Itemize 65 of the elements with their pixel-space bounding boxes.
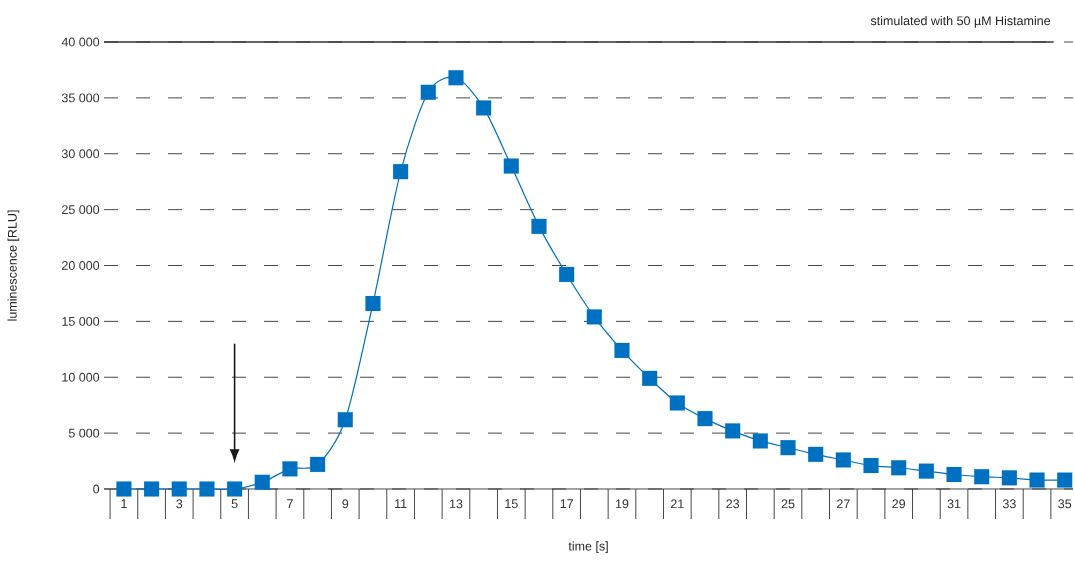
- y-tick-label: 15 000: [62, 316, 100, 326]
- x-tick-label: 33: [1002, 499, 1016, 509]
- x-tick-label: 17: [560, 499, 573, 508]
- x-tick-label: 3: [176, 499, 183, 509]
- point: [752, 433, 768, 449]
- point: [282, 461, 298, 477]
- x-tick-label: 19: [615, 499, 629, 509]
- point: [614, 342, 630, 358]
- point: [393, 164, 409, 180]
- point: [642, 370, 658, 386]
- x-tick-label: 1: [121, 499, 127, 508]
- point: [780, 440, 796, 456]
- x-tick-label: 25: [781, 499, 795, 509]
- point: [1057, 472, 1073, 488]
- point: [586, 309, 602, 325]
- point: [725, 423, 741, 439]
- point: [227, 481, 243, 497]
- x-tick-label: 13: [449, 499, 463, 509]
- x-axis-title: time [s]: [568, 541, 608, 554]
- x-tick-label: 31: [947, 499, 961, 509]
- x-tick-label: 5: [231, 499, 238, 509]
- y-tick-label: 25 000: [62, 205, 100, 215]
- point: [116, 481, 132, 497]
- point: [863, 457, 879, 474]
- y-tick-label: 40 000: [61, 37, 100, 47]
- chart-title: stimulated with 50 µM Histamine: [870, 15, 1051, 28]
- x-tick-label: 23: [726, 499, 740, 509]
- point: [808, 446, 824, 462]
- point: [337, 412, 353, 428]
- point: [946, 466, 962, 483]
- x-tick-label: 9: [342, 499, 349, 509]
- point: [559, 266, 575, 282]
- y-axis-title: luminescence [RLU]: [7, 210, 20, 321]
- point: [199, 481, 215, 497]
- point: [891, 460, 907, 476]
- y-tick-label: 20 000: [62, 261, 100, 270]
- x-tick-label: 15: [505, 499, 518, 509]
- x-tick-label: 7: [287, 499, 293, 508]
- point: [974, 469, 990, 485]
- y-tick-label: 5 000: [68, 428, 100, 438]
- point: [310, 456, 326, 472]
- point: [669, 395, 685, 411]
- point: [1001, 470, 1017, 486]
- point: [420, 84, 436, 100]
- x-tick-label: 35: [1058, 499, 1072, 509]
- y-tick-label: 10 000: [62, 372, 100, 382]
- point: [476, 100, 492, 116]
- x-tick-label: 27: [837, 499, 850, 509]
- x-tick-label: 21: [671, 499, 684, 509]
- point: [1029, 472, 1045, 488]
- x-tick-label: 11: [395, 499, 407, 508]
- point: [171, 481, 187, 497]
- point: [448, 70, 464, 86]
- point: [918, 463, 934, 479]
- y-tick-label: 35 000: [61, 93, 100, 103]
- point: [365, 295, 381, 312]
- point: [531, 218, 547, 234]
- point: [697, 411, 713, 427]
- y-tick-label: 0: [93, 484, 100, 494]
- point: [835, 452, 851, 468]
- x-tick-label: 29: [892, 499, 906, 509]
- y-tick-label: 30 000: [61, 149, 100, 159]
- point: [254, 474, 270, 490]
- point: [144, 481, 160, 497]
- point: [503, 158, 519, 174]
